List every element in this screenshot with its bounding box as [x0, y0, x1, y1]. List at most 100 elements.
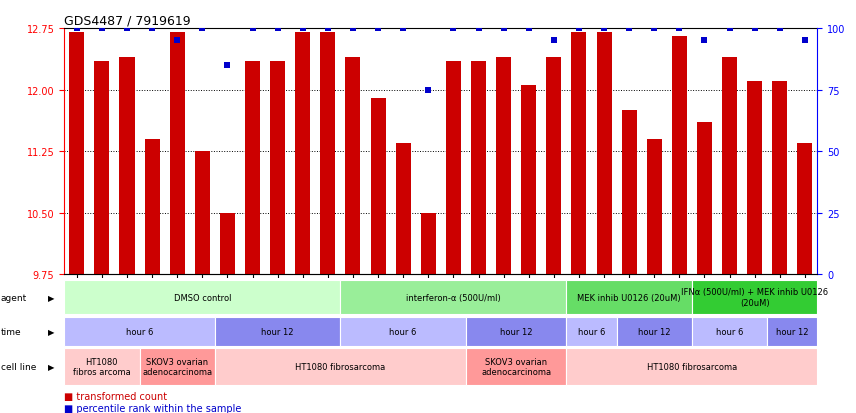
Point — [296, 26, 310, 32]
Text: cell line: cell line — [1, 362, 36, 371]
Point — [798, 38, 811, 45]
Text: interferon-α (500U/ml): interferon-α (500U/ml) — [406, 293, 501, 302]
Bar — [772, 82, 788, 275]
Point — [522, 26, 536, 32]
Bar — [145, 140, 159, 275]
Bar — [220, 213, 235, 275]
Bar — [521, 86, 536, 275]
Point — [372, 26, 385, 32]
Text: IFNα (500U/ml) + MEK inhib U0126
(20uM): IFNα (500U/ml) + MEK inhib U0126 (20uM) — [681, 288, 829, 307]
Bar — [320, 33, 336, 275]
Text: MEK inhib U0126 (20uM): MEK inhib U0126 (20uM) — [577, 293, 681, 302]
Text: agent: agent — [1, 293, 27, 302]
Point — [195, 26, 209, 32]
Bar — [120, 57, 134, 275]
Text: hour 12: hour 12 — [500, 327, 532, 336]
Point — [270, 26, 284, 32]
Bar — [647, 140, 662, 275]
Bar — [621, 111, 637, 275]
Text: ▶: ▶ — [48, 293, 55, 302]
Point — [221, 62, 235, 69]
Bar — [64, 349, 140, 385]
Text: HT1080
fibros arcoma: HT1080 fibros arcoma — [73, 357, 131, 376]
Bar — [341, 317, 466, 346]
Point — [421, 87, 435, 94]
Point — [447, 26, 461, 32]
Point — [698, 38, 711, 45]
Text: hour 6: hour 6 — [126, 327, 153, 336]
Bar — [466, 349, 567, 385]
Text: hour 6: hour 6 — [578, 327, 605, 336]
Point — [547, 38, 561, 45]
Text: SKOV3 ovarian
adenocarcinoma: SKOV3 ovarian adenocarcinoma — [481, 357, 551, 376]
Point — [70, 26, 84, 32]
Point — [722, 26, 736, 32]
Point — [95, 26, 109, 32]
Bar — [446, 62, 461, 275]
Bar — [567, 280, 692, 314]
Point — [572, 26, 586, 32]
Point — [748, 26, 762, 32]
Bar — [572, 33, 586, 275]
Bar — [64, 317, 215, 346]
Bar — [567, 349, 817, 385]
Point — [321, 26, 335, 32]
Point — [246, 26, 259, 32]
Bar — [395, 144, 411, 275]
Bar — [466, 317, 567, 346]
Text: ▶: ▶ — [48, 362, 55, 371]
Text: GDS4487 / 7919619: GDS4487 / 7919619 — [64, 15, 191, 28]
Bar — [215, 317, 341, 346]
Text: ■ transformed count: ■ transformed count — [64, 391, 167, 401]
Bar — [692, 280, 817, 314]
Bar — [346, 57, 360, 275]
Bar — [616, 317, 692, 346]
Bar — [295, 33, 310, 275]
Point — [673, 26, 687, 32]
Point — [346, 26, 360, 32]
Bar — [546, 57, 562, 275]
Bar — [371, 99, 385, 275]
Point — [472, 26, 485, 32]
Bar — [245, 62, 260, 275]
Point — [396, 26, 410, 32]
Text: hour 12: hour 12 — [776, 327, 809, 336]
Point — [146, 26, 159, 32]
Text: hour 12: hour 12 — [638, 327, 670, 336]
Point — [597, 26, 611, 32]
Bar — [270, 62, 285, 275]
Bar — [94, 62, 110, 275]
Text: hour 6: hour 6 — [716, 327, 743, 336]
Text: hour 12: hour 12 — [261, 327, 294, 336]
Bar — [567, 317, 616, 346]
Text: ■ percentile rank within the sample: ■ percentile rank within the sample — [64, 403, 241, 413]
Point — [170, 38, 184, 45]
Text: hour 6: hour 6 — [389, 327, 417, 336]
Text: HT1080 fibrosarcoma: HT1080 fibrosarcoma — [647, 362, 737, 371]
Text: SKOV3 ovarian
adenocarcinoma: SKOV3 ovarian adenocarcinoma — [142, 357, 212, 376]
Bar — [597, 33, 611, 275]
Bar — [64, 280, 341, 314]
Bar — [798, 144, 812, 275]
Bar — [692, 317, 767, 346]
Bar — [195, 152, 210, 275]
Bar — [215, 349, 466, 385]
Text: HT1080 fibrosarcoma: HT1080 fibrosarcoma — [295, 362, 385, 371]
Point — [773, 26, 787, 32]
Bar — [140, 349, 215, 385]
Point — [496, 26, 510, 32]
Bar — [421, 213, 436, 275]
Text: ▶: ▶ — [48, 327, 55, 336]
Text: time: time — [1, 327, 21, 336]
Bar — [697, 123, 712, 275]
Point — [647, 26, 661, 32]
Text: DMSO control: DMSO control — [174, 293, 231, 302]
Point — [622, 26, 636, 32]
Bar — [672, 37, 687, 275]
Bar — [69, 33, 84, 275]
Bar — [747, 82, 762, 275]
Bar — [169, 33, 185, 275]
Bar — [471, 62, 486, 275]
Bar — [722, 57, 737, 275]
Bar — [767, 317, 817, 346]
